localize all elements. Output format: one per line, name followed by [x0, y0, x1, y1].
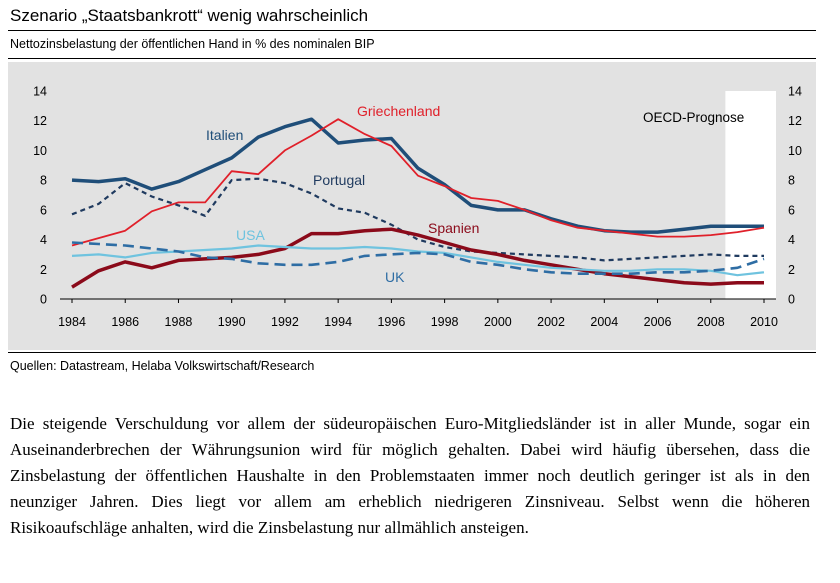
body-paragraph: Die steigende Verschuldung vor allem der…: [10, 414, 810, 537]
y-tick-label-right: 4: [788, 233, 795, 247]
series-label-portugal: Portugal: [313, 172, 365, 188]
x-tick-label: 1994: [324, 315, 352, 329]
x-tick-label: 1996: [377, 315, 405, 329]
y-tick-label-right: 6: [788, 203, 795, 217]
x-tick-label: 2010: [750, 315, 778, 329]
y-tick-label-left: 4: [40, 233, 47, 247]
x-tick-label: 1988: [165, 315, 193, 329]
series-line-portugal: [71, 177, 764, 262]
x-tick-label: 2000: [484, 315, 512, 329]
x-tick-label: 2004: [590, 315, 618, 329]
source-note: Quellen: Datastream, Helaba Volkswirtsch…: [10, 359, 315, 373]
x-tick-label: 2006: [644, 315, 672, 329]
subtitle-rule: [8, 58, 816, 59]
y-tick-label-right: 14: [788, 85, 802, 99]
series-line-usa: [71, 244, 765, 277]
x-tick-label: 1986: [111, 315, 139, 329]
series-line-uk: [71, 241, 765, 276]
page-title: Szenario „Staatsbankrott“ wenig wahrsche…: [10, 6, 369, 25]
chart-subtitle: Nettozinsbelastung der öffentlichen Hand…: [10, 37, 375, 51]
y-tick-label-left: 2: [40, 263, 47, 277]
y-tick-label-left: 8: [40, 174, 47, 188]
forecast-annotation: OECD-Prognose: [643, 110, 744, 125]
y-tick-label-right: 0: [788, 293, 795, 307]
source-rule: [8, 352, 816, 353]
y-tick-label-right: 10: [788, 144, 802, 158]
y-tick-label-left: 12: [33, 114, 47, 128]
chart-axes: 0 0 2 2 4 4 6 6 8 8 10 10 12 12 14 14 1984 1986 1988 1990 19…: [33, 85, 802, 330]
series-line-italien: [71, 117, 764, 234]
y-tick-label-left: 6: [40, 203, 47, 217]
chart-series: [71, 117, 765, 289]
title-rule: [8, 30, 816, 31]
series-line-spanien: [71, 227, 764, 289]
x-tick-label: 1990: [218, 315, 246, 329]
x-tick-label: 1984: [58, 315, 86, 329]
x-tick-label: 1992: [271, 315, 299, 329]
series-label-spanien: Spanien: [428, 220, 479, 236]
series-label-usa: USA: [236, 227, 265, 243]
chart-labels: Italien Griechenland Portugal Spanien USA UK O…: [206, 103, 744, 285]
x-tick-label: 2002: [537, 315, 565, 329]
y-tick-label-right: 8: [788, 174, 795, 188]
x-tick-label: 1998: [431, 315, 459, 329]
y-tick-label-left: 10: [33, 144, 47, 158]
series-label-italien: Italien: [206, 127, 243, 143]
x-tick-label: 2008: [697, 315, 725, 329]
y-tick-label-right: 2: [788, 263, 795, 277]
chart-background: [8, 62, 816, 350]
series-line-griechenland: [71, 118, 765, 247]
y-tick-label-left: 0: [40, 293, 47, 307]
y-tick-label-left: 14: [33, 85, 47, 99]
series-label-uk: UK: [385, 269, 405, 285]
y-tick-label-right: 12: [788, 114, 802, 128]
series-label-griechenland: Griechenland: [357, 103, 440, 119]
